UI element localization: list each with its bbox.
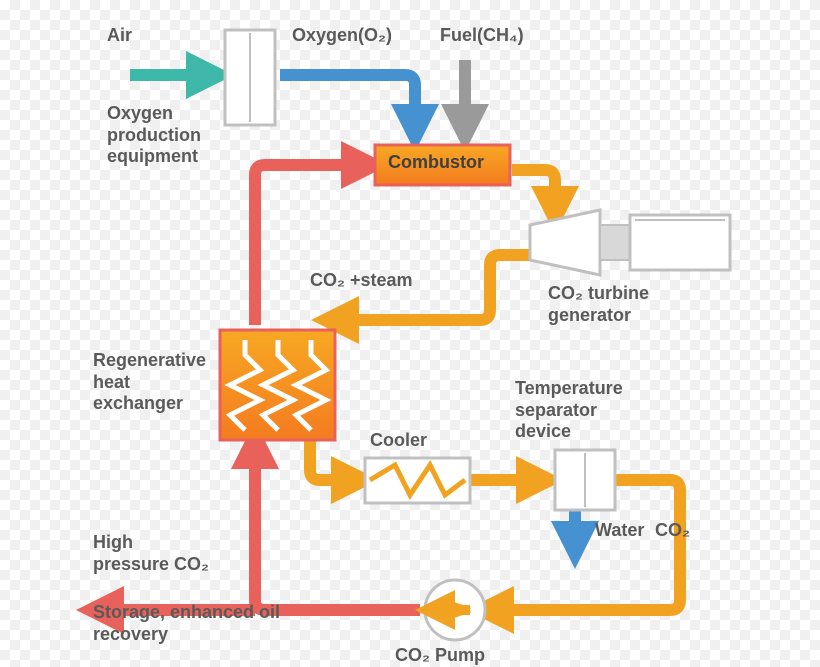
process-flow-diagram: Air Oxygen(O₂) Fuel(CH₄) Oxygen producti…: [0, 0, 820, 666]
hex-cooler-arrow: [310, 440, 355, 480]
oxygen-arrow: [280, 75, 415, 128]
fuel-label: Fuel(CH₄): [440, 25, 524, 47]
combustor-turbine-arrow: [512, 170, 555, 210]
air-label: Air: [107, 25, 132, 47]
co2-steam-label: CO₂ +steam: [310, 270, 413, 292]
hex-combustor-arrow: [255, 165, 365, 325]
storage-label: Storage, enhanced oil recovery: [93, 602, 280, 645]
heat-exchanger-label: Regenerative heat exchanger: [93, 350, 206, 415]
turbine-shape: [530, 210, 730, 275]
pump-label: CO₂ Pump: [395, 645, 485, 667]
oxygen-equipment-label: Oxygen production equipment: [107, 103, 201, 168]
separator-label: Temperature separator device: [515, 378, 623, 443]
oxygen-label: Oxygen(O₂): [292, 25, 392, 47]
turbine-label: CO₂ turbine generator: [548, 283, 649, 326]
water-label: Water: [595, 520, 644, 542]
combustor-label: Combustor: [388, 152, 484, 174]
co2-out-label: CO₂: [655, 520, 690, 542]
cooler-label: Cooler: [370, 430, 427, 452]
high-pressure-label: High pressure CO₂: [93, 532, 209, 575]
